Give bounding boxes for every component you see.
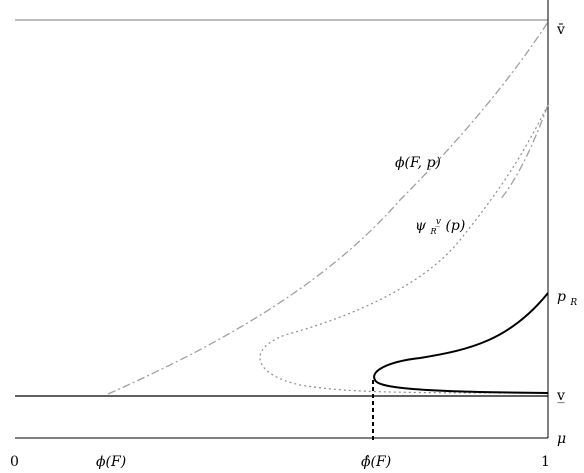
tick-phi-f: ϕ(F) [96, 454, 126, 470]
p-r-star-curve [373, 292, 549, 394]
psi-argument: (p) [445, 218, 465, 234]
tick-one: 1 [541, 454, 550, 470]
p-r-star-subscript: R [569, 298, 577, 308]
psi-subscript: R [429, 227, 436, 236]
psi-main: ψ [415, 218, 427, 234]
p-r-star-label: p R * [557, 284, 584, 309]
tick-zero: 0 [10, 454, 19, 470]
psi-label: ψ R v̲ (p) [415, 212, 465, 238]
tick-phi-hat-f: ϕ̂(F) [361, 454, 391, 470]
v-bar-label: v̄ [556, 22, 565, 38]
mu-label: μ [557, 431, 566, 447]
psi-upper-dashdot [499, 104, 549, 201]
psi-superscript: v̲ [435, 217, 441, 227]
v-under-label: v̲ [556, 388, 565, 404]
phi-fp-curve [107, 21, 549, 395]
phi-fp-label: ϕ(F, p) [395, 155, 441, 171]
psi-curve [259, 104, 549, 394]
p-r-star-main: p [557, 289, 566, 305]
